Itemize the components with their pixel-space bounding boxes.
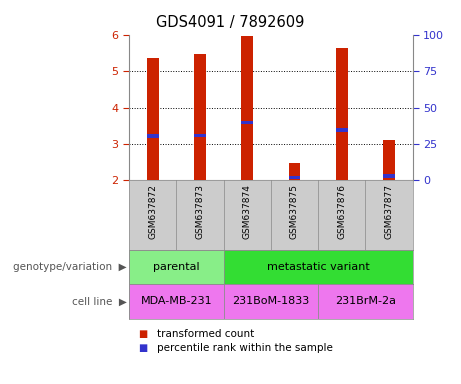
Bar (129, 250, 224, 284)
Bar (289, 163, 301, 180)
Bar (289, 176, 301, 179)
Bar (194, 134, 206, 137)
Bar (224, 284, 318, 319)
Bar (147, 134, 159, 137)
Bar (224, 250, 413, 284)
Text: 231BoM-1833: 231BoM-1833 (232, 296, 309, 306)
Text: GSM637876: GSM637876 (337, 184, 346, 239)
Text: GSM637877: GSM637877 (384, 184, 394, 239)
Text: transformed count: transformed count (157, 329, 254, 339)
Bar (241, 121, 253, 124)
Text: GDS4091 / 7892609: GDS4091 / 7892609 (156, 15, 305, 30)
Text: GSM637874: GSM637874 (242, 184, 252, 239)
Bar (194, 53, 206, 180)
Text: ■: ■ (138, 343, 148, 353)
Text: GSM637875: GSM637875 (290, 184, 299, 239)
Bar (241, 36, 253, 180)
Text: genotype/variation  ▶: genotype/variation ▶ (13, 262, 127, 272)
Text: cell line  ▶: cell line ▶ (72, 296, 127, 306)
Text: metastatic variant: metastatic variant (267, 262, 369, 272)
Text: GSM637873: GSM637873 (195, 184, 205, 239)
Text: parental: parental (153, 262, 200, 272)
Bar (129, 284, 224, 319)
Bar (383, 140, 395, 180)
Text: percentile rank within the sample: percentile rank within the sample (157, 343, 333, 353)
Text: 231BrM-2a: 231BrM-2a (335, 296, 396, 306)
Bar (318, 284, 413, 319)
Bar (383, 174, 395, 178)
Bar (336, 48, 348, 180)
Bar (336, 129, 348, 132)
Bar (147, 58, 159, 180)
Text: GSM637872: GSM637872 (148, 184, 157, 239)
Text: MDA-MB-231: MDA-MB-231 (141, 296, 212, 306)
Text: ■: ■ (138, 329, 148, 339)
